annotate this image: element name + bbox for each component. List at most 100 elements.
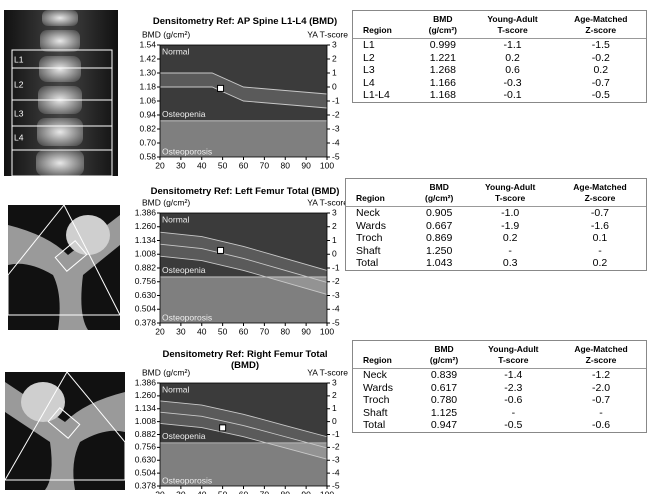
table-cell: 0.2 [556, 64, 646, 77]
patient-point [218, 85, 224, 91]
table-cell: 0.667 [412, 220, 467, 233]
y-tick-label: 1.260 [135, 221, 157, 231]
y2-tick-label: 3 [332, 377, 337, 387]
table-cell: - [471, 407, 556, 420]
table-cell: 0.780 [417, 394, 470, 407]
chart: BMD (g/cm²)YA T-scoreNormalOsteopeniaOst… [120, 182, 352, 342]
y2-tick-label: -3 [332, 123, 340, 133]
header-cell: Young-AdultT-score [471, 341, 556, 369]
table-cell: -0.6 [471, 394, 556, 407]
header-text: Young-Adult [474, 14, 552, 25]
table-cell: -1.5 [556, 39, 646, 52]
y2-tick-label: 1 [332, 403, 337, 413]
x-tick-label: 40 [197, 489, 207, 494]
y2-tick-label: 2 [332, 221, 337, 231]
y-tick-label: 1.18 [139, 81, 156, 91]
header-cell: BMD(g/cm²) [416, 11, 470, 39]
chart: BMD (g/cm²)YA T-scoreNormalOsteopeniaOst… [120, 14, 352, 174]
header-text: Z-score [560, 25, 642, 36]
table-row: L41.166-0.3-0.7 [353, 77, 646, 90]
table-cell: 0.617 [417, 382, 470, 395]
table-cell: 1.250 [412, 245, 467, 258]
header-cell: Region [353, 341, 417, 369]
table-cell: -1.6 [554, 220, 646, 233]
x-tick-label: 60 [239, 489, 249, 494]
chart: BMD (g/cm²)YA T-scoreNormalOsteopeniaOst… [120, 350, 352, 494]
y2-tick-label: -3 [332, 455, 340, 465]
table-cell: 1.221 [416, 52, 470, 65]
x-tick-label: 70 [260, 326, 270, 336]
region-label: Osteoporosis [162, 475, 212, 485]
spine-label: L1 [14, 54, 24, 64]
y2-tick-label: 2 [332, 390, 337, 400]
x-tick-label: 50 [218, 160, 228, 170]
patient-point [218, 247, 224, 253]
table: RegionBMD(g/cm²)Young-AdultT-scoreAge-Ma… [353, 341, 646, 432]
x-tick-label: 30 [176, 160, 186, 170]
table-cell: 0.2 [466, 232, 554, 245]
table-cell: Neck [353, 369, 417, 382]
region-label: Normal [162, 384, 190, 394]
y-tick-label: 1.008 [135, 249, 157, 259]
left-femur-scan [8, 205, 120, 330]
y-tick-label: 1.386 [135, 377, 157, 387]
table-row: Neck0.905-1.0-0.7 [346, 207, 646, 220]
table-cell: - [554, 245, 646, 258]
x-tick-label: 80 [281, 160, 291, 170]
header-text: Z-score [560, 355, 642, 366]
y-tick-label: 0.630 [135, 455, 157, 465]
table-cell: -0.5 [556, 89, 646, 102]
x-tick-label: 100 [320, 489, 334, 494]
table-cell: - [466, 245, 554, 258]
table-head: Region BMD(g/cm²) Young-AdultT-score Age-Ma… [353, 11, 646, 39]
x-tick-label: 30 [176, 326, 186, 336]
y2-axis-label: YA T-score [307, 197, 348, 207]
table-cell: -0.2 [556, 52, 646, 65]
header-text: Age-Matched [560, 344, 642, 355]
y-tick-label: 0.504 [135, 304, 157, 314]
header-cell: BMD(g/cm²) [417, 341, 470, 369]
table-cell: Shaft [346, 245, 412, 258]
table-cell: 1.043 [412, 257, 467, 270]
header-text: Region [363, 25, 412, 36]
table-row: Neck0.839-1.4-1.2 [353, 369, 646, 382]
y2-tick-label: -1 [332, 429, 340, 439]
table-cell: -1.9 [466, 220, 554, 233]
x-tick-label: 80 [281, 326, 291, 336]
table-cell: 0.905 [412, 207, 467, 220]
table-cell: Wards [353, 382, 417, 395]
header-text: Age-Matched [560, 14, 642, 25]
table-cell: Total [353, 419, 417, 432]
x-tick-label: 40 [197, 160, 207, 170]
x-tick-label: 90 [301, 160, 311, 170]
right-femur-scan [5, 372, 125, 490]
region-label: Osteopenia [162, 109, 206, 119]
table-row: L1-L41.168-0.1-0.5 [353, 89, 646, 102]
x-tick-label: 90 [301, 326, 311, 336]
table-cell: Troch [353, 394, 417, 407]
table-cell: -1.4 [471, 369, 556, 382]
x-tick-label: 60 [239, 160, 249, 170]
table-cell: -1.2 [556, 369, 646, 382]
region-label: Osteoporosis [162, 146, 212, 156]
header-text: T-score [475, 355, 552, 366]
spine-label: L2 [14, 79, 24, 89]
y2-tick-label: 3 [332, 207, 337, 217]
spine-label: L3 [14, 108, 24, 118]
y2-tick-label: 0 [332, 81, 337, 91]
table-row: L10.999-1.1-1.5 [353, 39, 646, 52]
y-tick-label: 0.630 [135, 290, 157, 300]
table-cell: -0.7 [556, 394, 646, 407]
y2-tick-label: -2 [332, 276, 340, 286]
table-cell: -2.3 [471, 382, 556, 395]
y-tick-label: 1.06 [139, 95, 156, 105]
header-text: T-score [474, 25, 552, 36]
table-cell: Total [346, 257, 412, 270]
table-cell: -1.1 [470, 39, 556, 52]
header-cell: Age-MatchedZ-score [556, 11, 646, 39]
table-cell: - [556, 407, 646, 420]
y-tick-label: 0.882 [135, 262, 157, 272]
